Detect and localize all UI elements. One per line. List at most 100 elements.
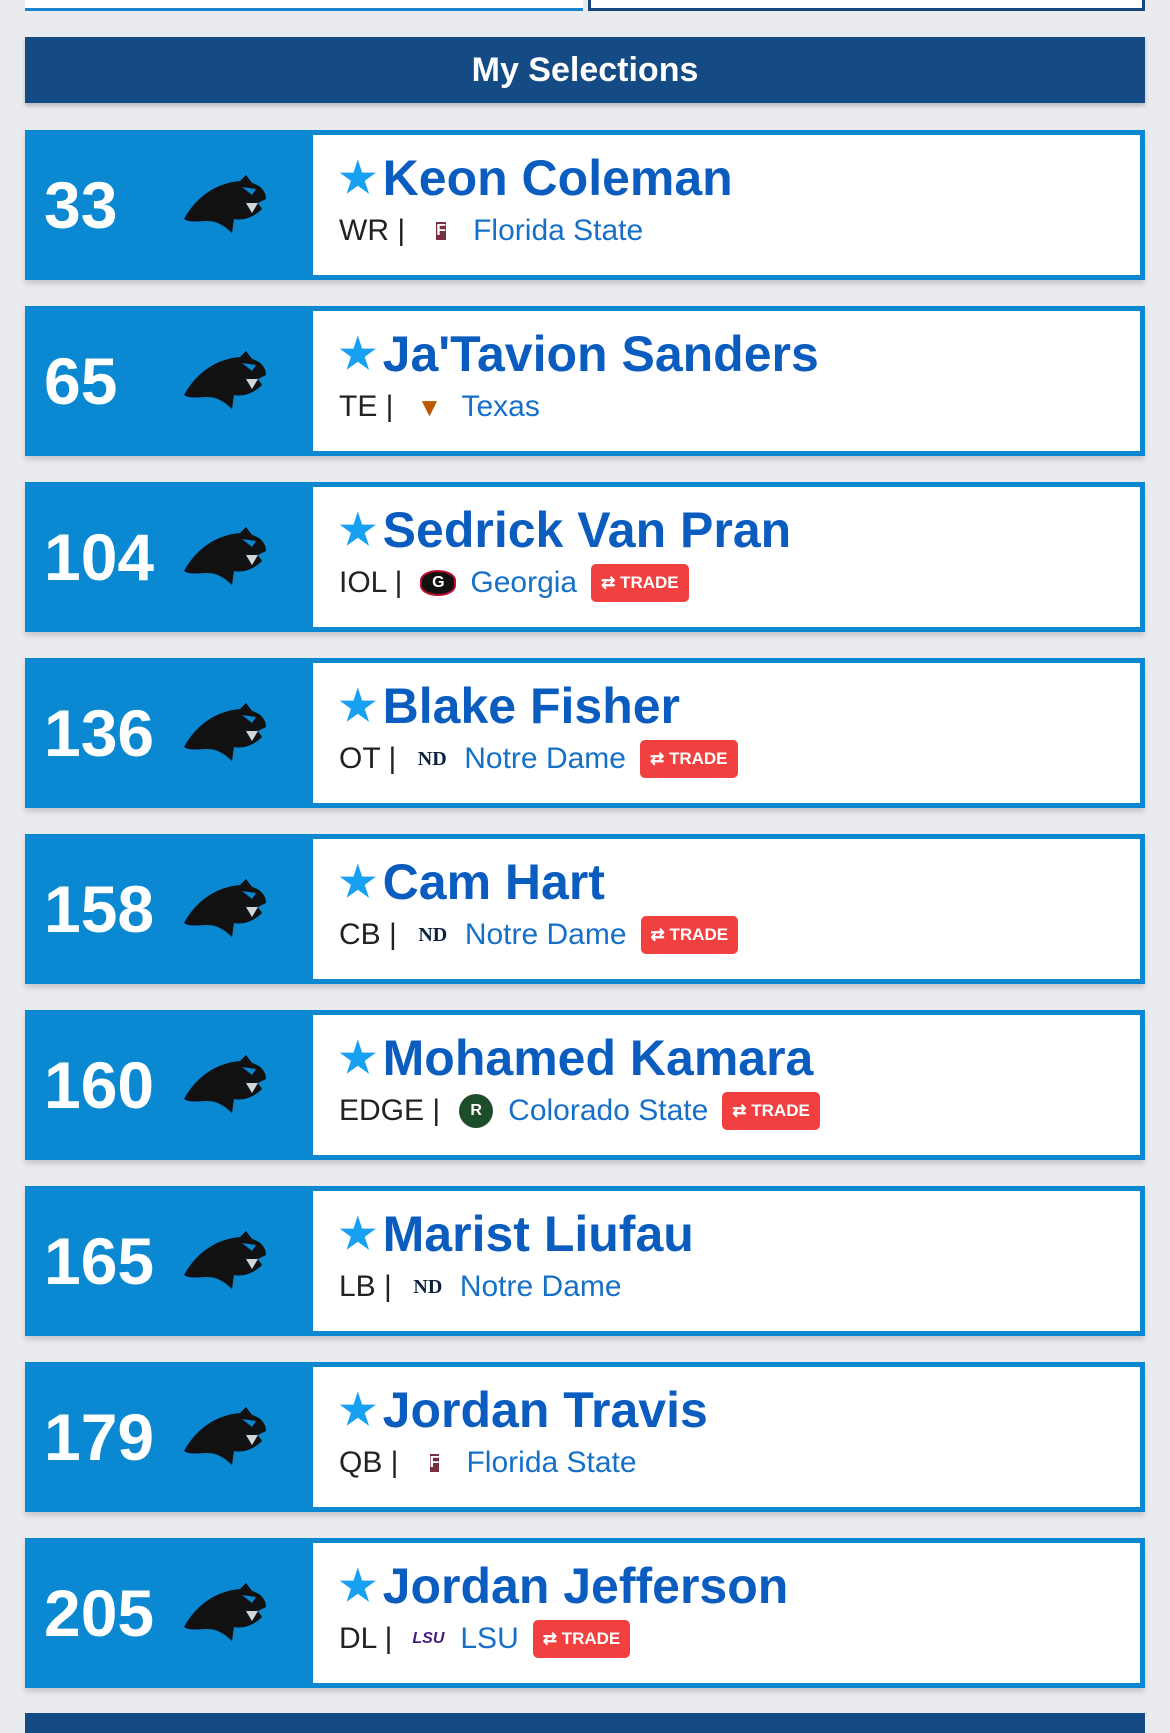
pick-panel: 33 — [30, 135, 313, 275]
trade-badge: ⇄ TRADE — [640, 916, 739, 954]
trade-label: TRADE — [751, 1101, 810, 1120]
player-position: CB | — [339, 918, 397, 951]
trade-label: TRADE — [561, 1629, 621, 1648]
player-position: OT | — [339, 742, 397, 775]
favorite-star-icon[interactable]: ★ — [339, 1562, 377, 1609]
pick-card[interactable]: 65 ★ Ja'Tavion Sanders TE | ▼ Texas — [25, 306, 1145, 456]
trade-label: TRADE — [669, 925, 729, 944]
fsu-school-logo-icon: F — [429, 1454, 440, 1472]
school-name[interactable]: Notre Dame — [464, 918, 627, 951]
school-name[interactable]: Georgia — [470, 566, 578, 599]
section-title: My Selections — [471, 50, 699, 89]
panthers-logo-icon — [184, 351, 266, 409]
player-name[interactable]: Blake Fisher — [382, 678, 681, 734]
pick-panel: 165 — [30, 1191, 313, 1331]
pick-number: 65 — [44, 344, 118, 418]
pick-panel: 205 — [30, 1543, 313, 1683]
school-name[interactable]: LSU — [460, 1622, 519, 1655]
school-name[interactable]: Florida State — [466, 1446, 637, 1479]
pick-card[interactable]: 158 ★ Cam Hart CB | ND Notre Dame ⇄ TRADE — [25, 834, 1145, 984]
pick-number: 104 — [44, 520, 155, 594]
lsu-school-logo-icon: LSU — [412, 1630, 445, 1647]
player-position: LB | — [339, 1270, 392, 1303]
player-name[interactable]: Marist Liufau — [382, 1206, 694, 1262]
csu-school-logo-icon: R — [458, 1093, 494, 1129]
trade-badge: ⇄ TRADE — [591, 564, 689, 602]
player-name[interactable]: Sedrick Van Pran — [382, 502, 792, 558]
player-position: DL | — [339, 1622, 393, 1655]
trade-label: TRADE — [668, 749, 728, 768]
pick-card[interactable]: 160 ★ Mohamed Kamara EDGE | R Colorado St… — [25, 1010, 1145, 1160]
player-position: TE | — [339, 390, 394, 423]
pick-panel: 104 — [30, 487, 313, 627]
swap-arrows-icon: ⇄ — [732, 1101, 752, 1120]
trade-label: TRADE — [620, 573, 679, 592]
favorite-star-icon[interactable]: ★ — [339, 858, 377, 905]
player-position: IOL | — [339, 566, 403, 599]
pick-card[interactable]: 179 ★ Jordan Travis QB | F Florida State — [25, 1362, 1145, 1512]
panthers-logo-icon — [184, 527, 266, 585]
player-name[interactable]: Ja'Tavion Sanders — [382, 326, 819, 382]
school-name[interactable]: Notre Dame — [464, 742, 626, 775]
pick-panel: 160 — [30, 1015, 313, 1155]
favorite-star-icon[interactable]: ★ — [339, 682, 377, 729]
pick-number: 136 — [44, 696, 155, 770]
swap-arrows-icon: ⇄ — [650, 925, 670, 944]
pick-card[interactable]: 165 ★ Marist Liufau LB | ND Notre Dame — [25, 1186, 1145, 1336]
pick-panel: 65 — [30, 311, 313, 451]
player-position: WR | — [339, 214, 406, 247]
my-selections-header: My Selections — [25, 37, 1145, 103]
top-tab-right[interactable] — [588, 0, 1145, 11]
favorite-star-icon[interactable]: ★ — [339, 330, 377, 377]
nd-school-logo-icon: ND — [417, 747, 447, 770]
bottom-bar — [25, 1713, 1145, 1733]
school-name[interactable]: Colorado State — [508, 1094, 709, 1127]
pick-number: 160 — [44, 1048, 155, 1122]
panthers-logo-icon — [184, 1231, 266, 1289]
favorite-star-icon[interactable]: ★ — [339, 154, 377, 201]
trade-badge: ⇄ TRADE — [639, 740, 738, 778]
pick-number: 179 — [44, 1400, 155, 1474]
favorite-star-icon[interactable]: ★ — [339, 506, 377, 553]
panthers-logo-icon — [184, 703, 266, 761]
panthers-logo-icon — [184, 1407, 266, 1465]
nd-school-logo-icon: ND — [413, 1275, 443, 1298]
pick-number: 33 — [44, 168, 118, 242]
school-name[interactable]: Florida State — [473, 214, 644, 247]
pick-card[interactable]: 104 ★ Sedrick Van Pran IOL | G Georgia ⇄ … — [25, 482, 1145, 632]
pick-number: 165 — [44, 1224, 155, 1298]
player-name[interactable]: Cam Hart — [382, 854, 605, 910]
favorite-star-icon[interactable]: ★ — [339, 1386, 377, 1433]
panthers-logo-icon — [184, 1583, 266, 1641]
player-name[interactable]: Jordan Travis — [382, 1382, 708, 1438]
player-name[interactable]: Mohamed Kamara — [382, 1030, 814, 1086]
pick-panel: 158 — [30, 839, 313, 979]
panthers-logo-icon — [184, 1055, 266, 1113]
pick-card[interactable]: 136 ★ Blake Fisher OT | ND Notre Dame ⇄ T… — [25, 658, 1145, 808]
pick-number: 158 — [44, 872, 155, 946]
trade-badge: ⇄ TRADE — [722, 1092, 820, 1130]
school-name[interactable]: Notre Dame — [459, 1270, 622, 1303]
nd-school-logo-icon: ND — [418, 923, 448, 946]
swap-arrows-icon: ⇄ — [542, 1629, 562, 1648]
favorite-star-icon[interactable]: ★ — [339, 1034, 377, 1081]
favorite-star-icon[interactable]: ★ — [339, 1210, 377, 1257]
texas-school-logo-icon: ▼ — [416, 391, 443, 422]
georgia-school-logo-icon: G — [420, 565, 457, 601]
swap-arrows-icon: ⇄ — [649, 749, 669, 768]
top-tab-left[interactable] — [25, 0, 583, 11]
player-position: QB | — [339, 1446, 399, 1479]
pick-card[interactable]: 33 ★ Keon Coleman WR | F Florida State — [25, 130, 1145, 280]
pick-panel: 136 — [30, 663, 313, 803]
trade-badge: ⇄ TRADE — [532, 1620, 631, 1658]
panthers-logo-icon — [184, 879, 266, 937]
pick-card[interactable]: 205 ★ Jordan Jefferson DL | LSU LSU ⇄ TRA… — [25, 1538, 1145, 1688]
fsu-school-logo-icon: F — [436, 222, 446, 240]
school-name[interactable]: Texas — [461, 390, 540, 423]
pick-number: 205 — [44, 1576, 155, 1650]
player-position: EDGE | — [339, 1094, 441, 1127]
panthers-logo-icon — [184, 175, 266, 233]
player-name[interactable]: Jordan Jefferson — [382, 1558, 789, 1614]
pick-panel: 179 — [30, 1367, 313, 1507]
player-name[interactable]: Keon Coleman — [382, 150, 733, 206]
